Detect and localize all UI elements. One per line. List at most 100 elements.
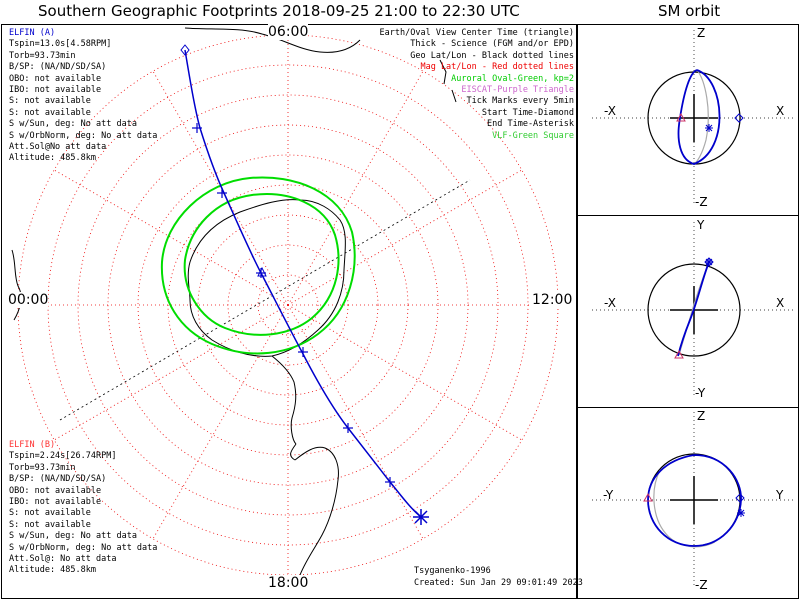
orbit-panel-1 — [592, 30, 796, 206]
created-label: Created: Sun Jan 29 09:01:49 2023 — [414, 578, 583, 588]
view-center-triangle — [257, 266, 267, 277]
geo-lon-line — [59, 179, 471, 421]
mag-lon-line — [287, 70, 424, 306]
orbit-frame — [577, 24, 799, 599]
map-legend: Earth/Oval View Center Time (triangle) T… — [380, 28, 574, 142]
hour-label-top: 06:00 — [268, 24, 309, 40]
end-time-asterisk — [413, 509, 429, 525]
mag-lon-line — [287, 304, 424, 540]
orbit2-label-bottom: -Y — [695, 386, 706, 400]
elfin-b-line: Att.Sol@: No att data — [9, 553, 117, 564]
orbit3-label-right: Y — [776, 488, 784, 502]
orbit-title: SM orbit — [658, 2, 721, 20]
start-time-diamond — [180, 44, 190, 56]
legend-item: VLF-Green Square — [492, 130, 574, 141]
orbit2-label-top: Y — [697, 218, 705, 232]
orbit-projection-grey — [693, 69, 709, 165]
new-zealand — [439, 59, 457, 103]
mag-lat-circle — [197, 214, 379, 396]
legend-item: Mag Lat/Lon - Red dotted lines — [420, 62, 574, 73]
elfin-b-line: S w/Sun, deg: No att data — [9, 531, 137, 542]
orbit-asterisk — [737, 509, 745, 517]
legend-item: End Time-Asterisk — [487, 119, 574, 130]
elfin-a-name: ELFIN (A) — [9, 28, 56, 38]
africa-tip — [11, 249, 22, 321]
elfin-a-footprint-track — [184, 49, 422, 518]
orbit-track-blue — [677, 69, 721, 165]
elfin-b-line: IBO: not available — [9, 496, 102, 507]
elfin-b-line: B/SP: (NA/ND/SD/SA) — [9, 474, 107, 485]
legend-item: Thick - Science (FGM and/or EPD) — [410, 39, 574, 50]
orbit-asterisk — [705, 258, 713, 266]
south-america-coast — [290, 443, 339, 576]
orbit-diamond — [735, 493, 745, 503]
model-label: Tsyganenko-1996 — [414, 566, 491, 576]
legend-item: Earth/Oval View Center Time (triangle) — [379, 28, 574, 38]
orbit-triangle — [643, 492, 653, 502]
elfin-a-line: Att.Sol@No att data — [9, 141, 107, 152]
elfin-b-line: OBO: not available — [9, 485, 102, 496]
antarctic-peninsula — [271, 355, 297, 445]
orbit-track-blue — [647, 454, 742, 547]
sm-orbit-panels — [592, 30, 796, 588]
hour-label-right: 12:00 — [532, 292, 573, 308]
elfin-a-line: S w/Sun, deg: No att data — [9, 119, 137, 130]
orbit3-label-top: Z — [697, 409, 706, 423]
elfin-a-line: S: not available — [9, 96, 91, 107]
elfin-a-line: Tspin=13.0s[4.58RPM] — [9, 39, 112, 50]
mag-lat-circle — [137, 154, 439, 456]
auroral-oval-inner — [183, 193, 340, 336]
legend-item: Geo Lat/Lon - Black dotted lines — [410, 50, 574, 61]
elfin-a-info: ELFIN (A) Tspin=13.0s[4.58RPM] Torb=93.7… — [9, 28, 157, 165]
orbit-triangle — [674, 349, 684, 359]
elfin-b-info: ELFIN (B) Tspin=2.24s[26.74RPM] Torb=93.… — [9, 440, 157, 577]
orbit-diamond — [734, 113, 744, 123]
elfin-b-line: S w/OrbNorm, deg: No att data — [9, 542, 158, 553]
elfin-a-line: Torb=93.73min — [9, 50, 76, 61]
australia-tip — [184, 27, 361, 53]
antarctica-coast — [187, 199, 346, 357]
orbit1-label-right: X — [776, 104, 785, 118]
elfin-b-line: S: not available — [9, 508, 91, 519]
earth-circle — [647, 263, 741, 357]
elfin-b-line: Tspin=2.24s[26.74RPM] — [9, 451, 117, 462]
page-title: Southern Geographic Footprints 2018-09-2… — [38, 2, 520, 20]
orbit-panel-2 — [592, 222, 796, 398]
legend-item: Tick Marks every 5min — [466, 96, 574, 107]
orbit-track-blue — [677, 261, 710, 357]
mag-lat-circle — [257, 274, 319, 336]
legend-item: EISCAT-Purple Triangle — [461, 84, 574, 95]
orbit1-label-top: Z — [697, 26, 706, 40]
orbit1-label-bottom: -Z — [695, 195, 708, 209]
mag-lon-line — [152, 70, 289, 306]
orbit3-label-bottom: -Z — [695, 578, 708, 592]
auroral-ovals — [160, 176, 356, 355]
elfin-a-line: OBO: not available — [9, 73, 102, 84]
elfin-a-line: B/SP: (NA/ND/SD/SA) — [9, 62, 107, 73]
orbit3-label-left: -Y — [603, 488, 614, 502]
hour-label-bottom: 18:00 — [268, 575, 309, 591]
orbit2-label-right: X — [776, 296, 785, 310]
orbit2-label-left: -X — [604, 296, 616, 310]
orbit-panel-3 — [592, 412, 796, 588]
elfin-a-line: S w/OrbNorm, deg: No att data — [9, 130, 158, 141]
mag-lon-line — [53, 304, 289, 441]
elfin-b-line: Altitude: 485.8km — [9, 565, 96, 576]
mag-lon-line — [53, 169, 289, 306]
legend-item: Auroral Oval-Green, kp=2 — [451, 73, 574, 84]
mag-lat-circle — [77, 94, 499, 516]
hour-label-left: 00:00 — [8, 292, 49, 308]
mag-lon-line — [152, 304, 289, 540]
elfin-a-line: Altitude: 485.8km — [9, 153, 96, 164]
elfin-a-line: IBO: not available — [9, 84, 102, 95]
mag-lon-line — [287, 169, 523, 306]
orbit1-label-left: -X — [604, 104, 616, 118]
elfin-b-line: S: not available — [9, 519, 91, 530]
orbit-asterisk — [705, 124, 713, 132]
legend-item: Start Time-Diamond — [481, 107, 574, 118]
elfin-b-line: Torb=93.73min — [9, 462, 76, 473]
elfin-a-line: S: not available — [9, 107, 91, 118]
elfin-b-name: ELFIN (B) — [9, 440, 56, 450]
